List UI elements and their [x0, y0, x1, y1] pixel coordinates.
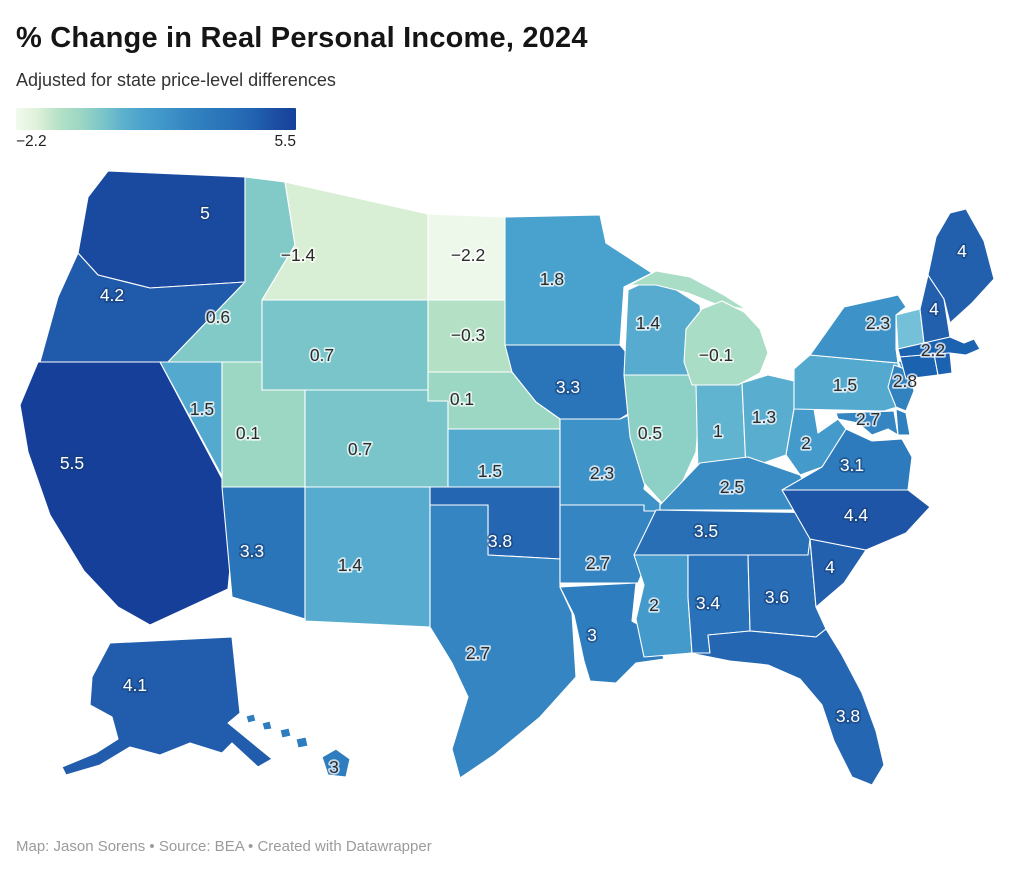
legend-min-label: −2.2	[16, 133, 47, 150]
state-value-label-pa: 1.5	[833, 375, 857, 395]
color-legend: −2.2 5.5	[16, 108, 296, 151]
state-value-label-wy: 0.7	[310, 345, 334, 365]
state-value-label-mn: 1.8	[540, 269, 564, 289]
state-value-label-co: 0.7	[348, 439, 372, 459]
state-sc[interactable]	[809, 538, 867, 608]
state-me[interactable]	[927, 208, 995, 324]
state-value-label-ny: 2.3	[866, 313, 890, 333]
legend-labels: −2.2 5.5	[16, 133, 296, 151]
state-va[interactable]	[781, 428, 913, 491]
state-value-label-nd: −2.2	[451, 245, 486, 265]
state-la[interactable]	[559, 582, 665, 684]
state-value-label-tx: 2.7	[466, 643, 490, 663]
state-ms[interactable]	[633, 554, 693, 658]
state-nh[interactable]	[919, 274, 951, 344]
state-value-label-az: 3.3	[240, 541, 264, 561]
state-value-label-ne: 0.1	[450, 389, 474, 409]
us-states-map: 5 4.2 5.5 1.5 0.6 −1.4 0.7 0.1 0.7 3.3 1.4 −2.2 −0.3…	[19, 170, 995, 786]
state-value-label-wa: 5	[200, 203, 210, 223]
legend-max-label: 5.5	[274, 133, 296, 150]
state-value-label-sd: −0.3	[451, 325, 486, 345]
state-value-label-la: 3	[587, 625, 597, 645]
state-hi-island[interactable]	[279, 727, 292, 739]
state-value-label-fl: 3.8	[836, 706, 860, 726]
chart-title: % Change in Real Personal Income, 2024	[16, 22, 588, 54]
state-value-label-ok: 3.8	[488, 531, 512, 551]
state-ak[interactable]	[61, 636, 273, 776]
state-value-label-nv: 1.5	[190, 399, 214, 419]
state-value-label-hi: 3	[329, 757, 339, 777]
state-value-label-in: 1	[713, 421, 723, 441]
state-value-label-ca: 5.5	[60, 453, 84, 473]
state-nm[interactable]	[304, 486, 431, 628]
state-value-label-nc: 4.4	[844, 505, 869, 525]
state-value-label-ut: 0.1	[236, 423, 260, 443]
state-mi-upper-peninsula[interactable]	[629, 270, 747, 310]
chart-subtitle: Adjusted for state price-level differenc…	[16, 70, 336, 90]
state-fl[interactable]	[689, 628, 885, 786]
state-tx[interactable]	[429, 504, 577, 779]
state-value-label-mi: −0.1	[699, 345, 734, 365]
state-hi-island[interactable]	[261, 720, 273, 731]
state-md[interactable]	[835, 410, 899, 436]
state-value-label-il: 0.5	[638, 423, 662, 443]
state-value-label-va: 3.1	[840, 455, 864, 475]
state-de[interactable]	[895, 408, 911, 436]
state-value-label-wi: 1.4	[636, 313, 661, 333]
state-value-label-ia: 3.3	[556, 377, 580, 397]
state-value-label-ma: 2.2	[921, 340, 945, 360]
state-ri[interactable]	[933, 352, 953, 376]
state-value-label-ky: 2.5	[720, 477, 744, 497]
state-value-label-ak: 4.1	[123, 675, 147, 695]
state-value-label-ks: 1.5	[478, 461, 502, 481]
state-hi-island[interactable]	[295, 736, 309, 749]
state-ca[interactable]	[19, 361, 237, 626]
state-value-label-al: 3.4	[696, 593, 721, 613]
chart-header: % Change in Real Personal Income, 2024 A…	[0, 0, 1024, 151]
state-value-label-ms: 2	[649, 595, 659, 615]
state-value-label-md: 2.7	[856, 409, 880, 429]
state-value-label-oh: 1.3	[752, 407, 776, 427]
state-value-label-mo: 2.3	[590, 463, 614, 483]
state-value-label-me: 4	[957, 241, 967, 261]
state-value-label-nj: 2.8	[893, 371, 917, 391]
state-value-label-ar: 2.7	[586, 553, 610, 573]
state-hi-island[interactable]	[245, 713, 257, 724]
state-value-label-or: 4.2	[100, 285, 124, 305]
state-hi[interactable]	[321, 748, 351, 778]
state-value-label-id: 0.6	[206, 307, 230, 327]
states-layer	[19, 170, 995, 786]
state-value-label-ga: 3.6	[765, 587, 789, 607]
state-value-label-nm: 1.4	[338, 555, 363, 575]
attribution-footer: Map: Jason Sorens • Source: BEA • Create…	[16, 838, 432, 855]
legend-gradient	[16, 108, 296, 130]
state-co[interactable]	[304, 389, 449, 488]
state-value-label-nh: 4	[929, 299, 939, 319]
state-ks[interactable]	[447, 428, 561, 488]
state-value-label-sc: 4	[825, 557, 835, 577]
state-wy[interactable]	[261, 299, 429, 391]
state-vt[interactable]	[895, 308, 925, 350]
state-value-label-mt: −1.4	[281, 245, 316, 265]
state-value-label-wv: 2	[801, 433, 811, 453]
state-value-label-tn: 3.5	[694, 521, 718, 541]
state-wa[interactable]	[77, 170, 246, 289]
state-mi[interactable]	[683, 300, 769, 386]
